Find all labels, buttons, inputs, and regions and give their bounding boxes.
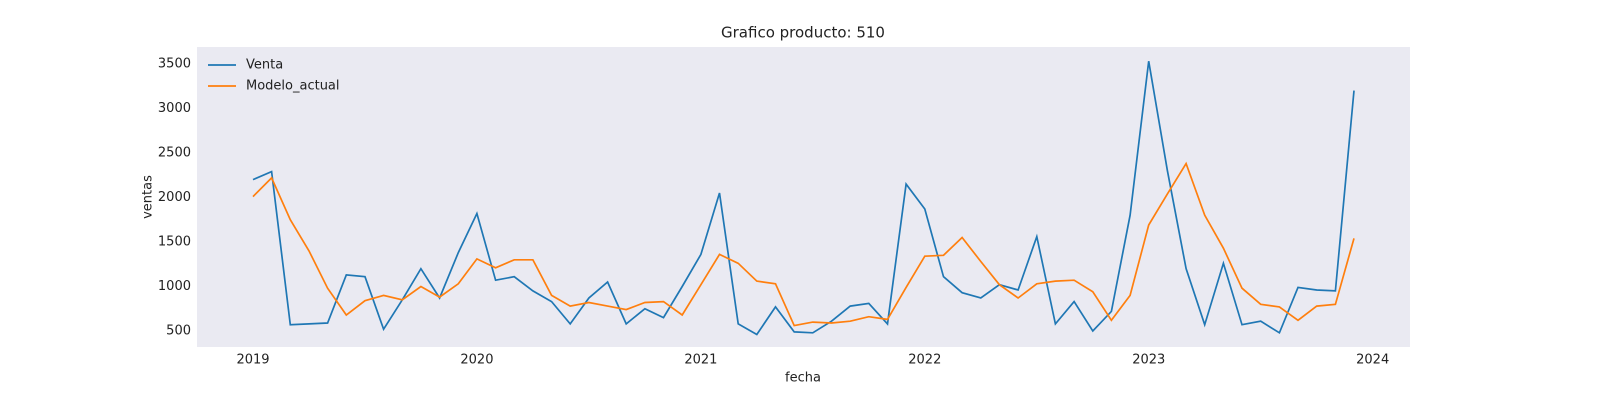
plot-area xyxy=(197,47,1410,347)
chart-title: Grafico producto: 510 xyxy=(721,24,885,42)
y-tick-label: 3000 xyxy=(158,101,191,116)
y-tick-label: 500 xyxy=(166,323,191,338)
legend-label: Venta xyxy=(246,58,283,73)
x-tick-label: 2020 xyxy=(460,353,493,368)
y-tick-label: 3500 xyxy=(158,56,191,71)
y-tick-label: 1000 xyxy=(158,279,191,294)
y-tick-label: 2500 xyxy=(158,145,191,160)
x-tick-label: 2023 xyxy=(1132,353,1165,368)
x-tick-label: 2021 xyxy=(684,353,717,368)
series-line xyxy=(252,161,1355,327)
x-axis-label: fecha xyxy=(785,371,821,386)
y-axis-label: ventas xyxy=(141,175,156,219)
x-tick-label: 2024 xyxy=(1356,353,1389,368)
series-line xyxy=(252,61,1355,336)
y-tick-label: 2000 xyxy=(158,190,191,205)
x-tick-label: 2019 xyxy=(236,353,269,368)
x-tick-label: 2022 xyxy=(908,353,941,368)
y-tick-label: 1500 xyxy=(158,234,191,249)
legend-label: Modelo_actual xyxy=(246,79,340,94)
